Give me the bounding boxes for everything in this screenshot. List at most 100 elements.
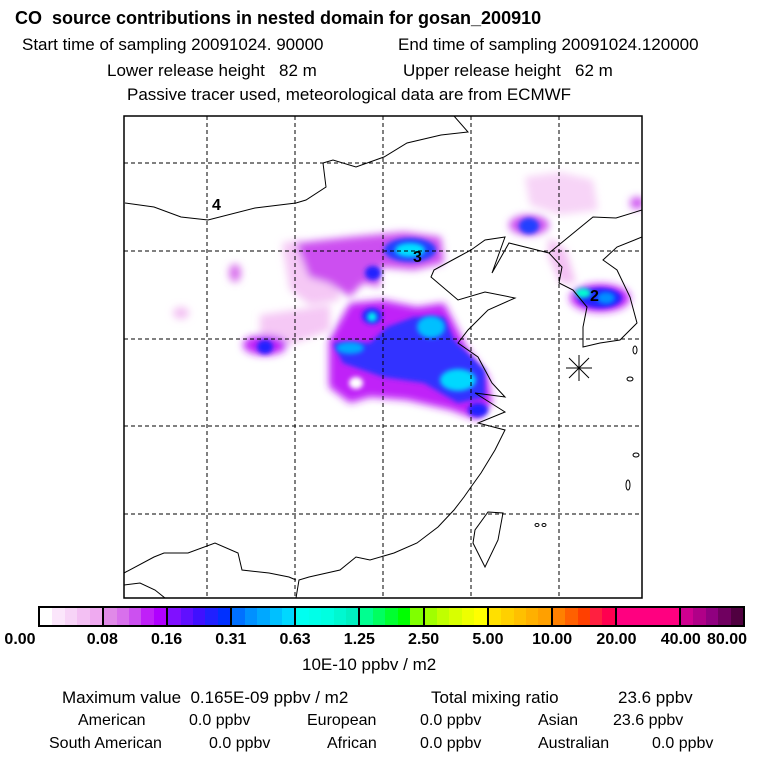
map-frame [123, 115, 643, 599]
colorbar-cell [257, 608, 270, 625]
colorbar-cell [641, 608, 655, 625]
colorbar-cell [616, 608, 630, 625]
colorbar-cell [52, 608, 65, 625]
colorbar-tick-label: 1.25 [343, 631, 375, 648]
asterisk-icon [566, 355, 592, 381]
concentration-field [173, 172, 642, 420]
colorbar-cell [360, 608, 373, 625]
colorbar-tick-label: 0.31 [215, 631, 247, 648]
colorbar-cell [168, 608, 181, 625]
colorbar-segment [232, 608, 297, 625]
colorbar-unit: 10E-10 ppbv / m2 [302, 655, 437, 674]
colorbar-cell [397, 608, 411, 625]
colorbar-cell [629, 608, 642, 625]
maximum-value: Maximum value 0.165E-09 ppbv / m2 [62, 688, 349, 707]
australian-value: 0.0 ppbv [652, 735, 714, 752]
region-label-4: 4 [212, 197, 221, 214]
colorbar-segment [168, 608, 233, 625]
colorbar-cell [461, 608, 475, 625]
gridlines [124, 116, 642, 598]
colorbar-cell [666, 608, 679, 625]
colorbar-segment [40, 608, 105, 625]
colorbar-tick-label: 20.00 [596, 631, 637, 648]
colorbar-cell [141, 608, 154, 625]
colorbar-cell [333, 608, 347, 625]
colorbar-cell [321, 608, 334, 625]
colorbar-cell [372, 608, 386, 625]
colorbar-cell [474, 608, 487, 625]
asian-label: Asian [538, 712, 579, 729]
colorbar-cell [488, 608, 502, 625]
colorbar-segment [360, 608, 425, 625]
colorbar-cell [217, 608, 231, 625]
colorbar-segment [552, 608, 617, 625]
colorbar-cell [705, 608, 719, 625]
colorbar-cell [552, 608, 566, 625]
colorbar-cell [296, 608, 309, 625]
tracer-note: Passive tracer used, meteorological data… [127, 85, 572, 104]
colorbar-cell [565, 608, 578, 625]
plot-title: CO source contributions in nested domain… [15, 8, 542, 28]
colorbar-cell [385, 608, 398, 625]
colorbar-cell [424, 608, 437, 625]
australian-label: Australian [538, 735, 610, 752]
colorbar-cell [40, 608, 53, 625]
colorbar-tick-label: 0.63 [279, 631, 311, 648]
european-value: 0.0 ppbv [420, 712, 482, 729]
colorbar-cell [346, 608, 359, 625]
colorbar-cell [525, 608, 539, 625]
colorbar-cell [77, 608, 90, 625]
colorbar-cell [436, 608, 450, 625]
colorbar-cell [193, 608, 206, 625]
colorbar-tick-label: 5.00 [472, 631, 504, 648]
colorbar [38, 606, 745, 627]
colorbar-cell [308, 608, 322, 625]
american-value: 0.0 ppbv [189, 712, 251, 729]
colorbar-cell [232, 608, 245, 625]
colorbar-tick-label: 10.00 [532, 631, 573, 648]
colorbar-tick-label: 40.00 [660, 631, 701, 648]
colorbar-cell [89, 608, 103, 625]
total-mixing-ratio-label: Total mixing ratio [431, 688, 559, 707]
colorbar-tick-label: 2.50 [408, 631, 440, 648]
colorbar-cell [281, 608, 295, 625]
colorbar-cell [538, 608, 551, 625]
colorbar-tick-label: 0.00 [4, 631, 36, 648]
colorbar-cell [501, 608, 514, 625]
colorbar-tick-label: 80.00 [706, 631, 748, 648]
colorbar-segment [616, 608, 681, 625]
colorbar-cell [449, 608, 462, 625]
colorbar-cell [116, 608, 129, 625]
european-label: European [307, 712, 377, 729]
colorbar-cell [654, 608, 667, 625]
colorbar-cell [244, 608, 258, 625]
colorbar-tick-label: 0.16 [150, 631, 183, 648]
region-label-2: 2 [590, 288, 599, 305]
colorbar-cell [513, 608, 526, 625]
colorbar-cell [680, 608, 694, 625]
colorbar-segment [104, 608, 169, 625]
colorbar-cell [590, 608, 603, 625]
coastlines [124, 116, 642, 598]
colorbar-cell [693, 608, 706, 625]
asian-value: 23.6 ppbv [613, 712, 684, 729]
total-mixing-ratio-value: 23.6 ppbv [618, 688, 693, 707]
colorbar-cell [577, 608, 591, 625]
south-american-value: 0.0 ppbv [209, 735, 271, 752]
colorbar-cell [602, 608, 615, 625]
african-label: African [327, 735, 377, 752]
start-time: Start time of sampling 20091024. 90000 [22, 35, 324, 54]
colorbar-tick-label: 0.08 [86, 631, 118, 648]
colorbar-cell [205, 608, 218, 625]
american-label: American [78, 712, 146, 729]
colorbar-cell [180, 608, 194, 625]
south-american-label: South American [49, 735, 162, 752]
region-label-3: 3 [413, 249, 422, 266]
colorbar-cell [104, 608, 117, 625]
colorbar-cell [730, 608, 744, 625]
lower-release-height: Lower release height 82 m [107, 61, 317, 80]
colorbar-segment [296, 608, 361, 625]
colorbar-cell [410, 608, 423, 625]
colorbar-cell [269, 608, 282, 625]
